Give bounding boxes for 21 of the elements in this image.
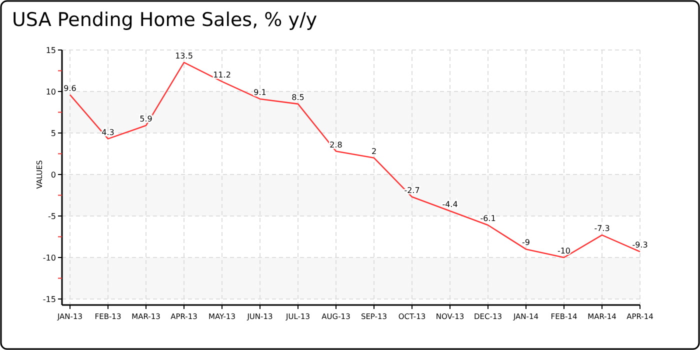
data-label: -9 <box>522 238 530 248</box>
data-label: -7.3 <box>594 224 610 234</box>
y-tick-label: 15 <box>46 46 56 55</box>
y-tick-label: -15 <box>42 295 56 304</box>
data-label: 8.5 <box>292 92 304 102</box>
chart-title: USA Pending Home Sales, % y/y <box>12 9 318 31</box>
y-tick-label: -5 <box>48 212 56 221</box>
data-label: 11.2 <box>213 70 231 80</box>
data-label: 4.3 <box>102 128 114 137</box>
y-tick-label: -10 <box>42 254 56 262</box>
data-label: 13.5 <box>175 51 193 60</box>
data-label: -4.4 <box>442 200 458 210</box>
y-tick-label: 5 <box>50 129 56 138</box>
data-label: -10 <box>557 246 571 256</box>
y-tick-label: 10 <box>46 88 56 96</box>
data-label: -6.1 <box>480 214 496 224</box>
y-tick-label: 0 <box>50 170 56 180</box>
data-label: -9.3 <box>632 240 648 250</box>
data-label: 9.1 <box>254 88 266 97</box>
data-label: 2 <box>371 146 377 156</box>
data-label: 9.6 <box>64 84 76 93</box>
